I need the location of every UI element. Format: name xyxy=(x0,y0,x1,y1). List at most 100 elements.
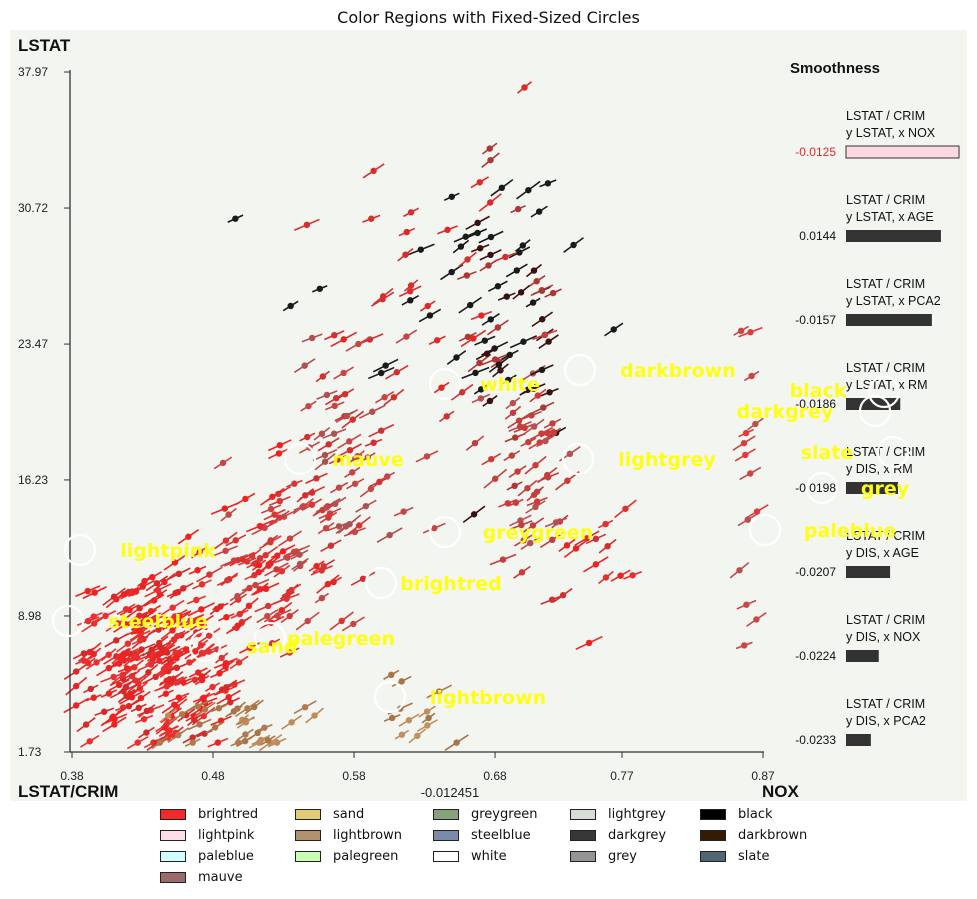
scatter-point xyxy=(255,568,262,576)
scatter-point xyxy=(464,256,471,263)
scatter-point xyxy=(302,492,309,499)
scatter-point xyxy=(147,661,155,668)
scatter-point xyxy=(540,404,547,411)
scatter-point xyxy=(610,326,617,333)
scatter-point xyxy=(470,511,478,518)
scatter-point xyxy=(255,739,263,746)
scatter-point xyxy=(335,523,343,530)
scatter-point xyxy=(319,373,327,380)
scatter-point xyxy=(265,602,272,610)
scatter-point xyxy=(362,502,370,510)
legend-item: white xyxy=(433,846,538,867)
scatter-point xyxy=(163,677,170,684)
photo-corner-label: LSTAT/CRIM xyxy=(18,782,118,801)
scatter-point xyxy=(171,701,178,708)
scatter-point xyxy=(122,606,130,613)
legend-item: lightgrey xyxy=(570,804,666,825)
scatter-point xyxy=(532,503,539,511)
scatter-point xyxy=(241,737,249,745)
smoothness-entry-value: -0.0198 xyxy=(795,481,836,495)
scatter-point xyxy=(423,453,431,460)
scatter-point xyxy=(308,334,316,342)
scatter-point xyxy=(105,651,112,658)
scatter-point xyxy=(323,391,331,399)
scatter-point xyxy=(407,209,415,216)
scatter-point xyxy=(504,376,512,384)
legend-swatch xyxy=(295,809,321,820)
scatter-point xyxy=(330,430,338,437)
region-circle xyxy=(428,367,462,401)
scatter-point xyxy=(538,287,546,294)
photo-x-tick-label: 0.48 xyxy=(201,769,225,783)
scatter-point xyxy=(269,640,276,647)
scatter-point xyxy=(119,671,127,678)
scatter-point xyxy=(602,520,609,528)
scatter-point xyxy=(359,575,367,582)
scatter-point xyxy=(546,389,553,396)
legend-item: black xyxy=(700,804,807,825)
photo-x-axis-label: NOX xyxy=(762,782,800,801)
scatter-point xyxy=(222,537,230,544)
scatter-point xyxy=(444,226,451,234)
scatter-point xyxy=(114,620,122,627)
scatter-point xyxy=(435,688,443,695)
scatter-point xyxy=(327,542,335,549)
scatter-point xyxy=(274,612,281,619)
scatter-point xyxy=(341,390,349,398)
scatter-point xyxy=(261,724,268,731)
scatter-point xyxy=(368,215,375,222)
region-circle xyxy=(364,566,398,600)
region-label: steelblue xyxy=(108,611,207,633)
scatter-point xyxy=(169,604,176,611)
scatter-point xyxy=(478,312,485,319)
legend-item: lightpink xyxy=(160,825,258,846)
scatter-point xyxy=(534,392,542,399)
scatter-point xyxy=(261,524,268,532)
scatter-point xyxy=(120,688,127,695)
region-circle xyxy=(748,513,782,547)
scatter-point xyxy=(542,437,549,445)
scatter-point xyxy=(299,503,306,511)
photo-x-tick-label: 0.58 xyxy=(342,769,366,783)
scatter-point xyxy=(273,739,281,746)
smoothness-entry-line2: y LSTAT, x NOX xyxy=(846,126,936,140)
smoothness-entry-line1: LSTAT / CRIM xyxy=(846,697,925,711)
legend-column: sand lightbrown palegreen xyxy=(295,804,402,867)
scatter-point xyxy=(515,417,523,424)
scatter-point xyxy=(262,585,270,593)
scatter-point xyxy=(528,412,535,419)
photo-x-tick-label: 0.77 xyxy=(610,769,634,783)
scatter-point xyxy=(388,671,395,679)
legend-swatch xyxy=(433,830,459,841)
scatter-point xyxy=(264,612,271,620)
scatter-point xyxy=(80,650,88,657)
scatter-point xyxy=(370,439,377,446)
scatter-point xyxy=(73,668,80,675)
scatter-point xyxy=(198,581,206,588)
scatter-point xyxy=(448,193,456,200)
scatter-point xyxy=(743,601,750,608)
scatter-point xyxy=(438,384,445,391)
scatter-point xyxy=(481,337,489,344)
scatter-point xyxy=(192,648,199,655)
scatter-point xyxy=(331,402,338,410)
scatter-point xyxy=(134,739,141,746)
photo-x-tick-label: 0.38 xyxy=(60,769,84,783)
scatter-point xyxy=(275,450,283,457)
smoothness-entry-line1: LSTAT / CRIM xyxy=(846,109,925,123)
scatter-point xyxy=(87,685,94,693)
smoothness-bar xyxy=(846,314,932,326)
region-label: brightred xyxy=(400,573,502,595)
scatter-point xyxy=(232,537,239,544)
region-circle xyxy=(51,604,85,638)
smoothness-entry-line2: y LSTAT, x PCA2 xyxy=(846,294,941,308)
scatter-point xyxy=(351,528,359,536)
scatter-point xyxy=(235,659,243,666)
scatter-point xyxy=(153,580,161,587)
scatter-point xyxy=(585,639,593,647)
region-circle xyxy=(805,471,839,505)
smoothness-entry-line2: y LSTAT, x AGE xyxy=(846,210,934,224)
scatter-point xyxy=(572,545,580,552)
scatter-point xyxy=(93,659,100,666)
